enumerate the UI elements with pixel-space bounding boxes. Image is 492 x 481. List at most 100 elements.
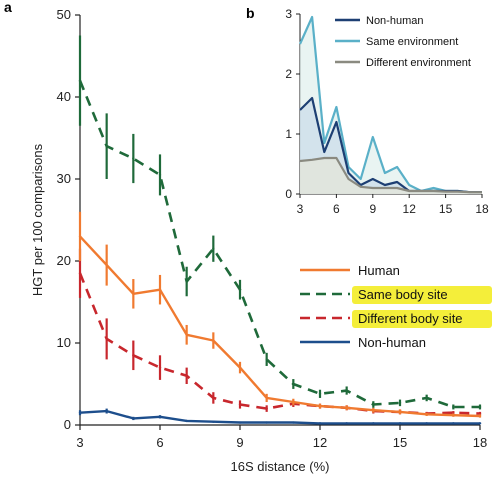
data-point xyxy=(158,415,162,418)
data-point xyxy=(318,392,322,396)
data-point xyxy=(318,404,322,408)
data-point xyxy=(398,422,402,425)
data-point xyxy=(78,272,82,275)
data-point xyxy=(398,401,402,405)
x-tick-label: 15 xyxy=(393,435,407,450)
data-point xyxy=(185,280,188,283)
data-point xyxy=(132,157,135,160)
data-point xyxy=(238,366,242,369)
data-point xyxy=(132,417,135,420)
data-point xyxy=(292,400,295,404)
b-x-tick-label: 15 xyxy=(439,202,453,216)
series-line-same-body-site xyxy=(78,80,480,409)
data-point xyxy=(478,412,482,415)
data-point xyxy=(425,422,428,425)
data-point xyxy=(238,421,242,424)
data-point xyxy=(292,382,295,386)
data-point xyxy=(292,421,295,424)
panel-a-label: a xyxy=(4,0,12,15)
legend-a: Human Same body site Different body site No… xyxy=(300,263,492,350)
x-tick-label: 6 xyxy=(156,435,163,450)
data-point xyxy=(212,396,215,400)
y-tick-label: 50 xyxy=(57,7,71,22)
data-point xyxy=(372,422,375,425)
x-tick-label: 3 xyxy=(76,435,83,450)
b-x-tick-label: 9 xyxy=(369,202,376,216)
b-legend-label-same-environment: Same environment xyxy=(366,36,458,48)
b-y-tick-label: 0 xyxy=(285,187,292,201)
series-human xyxy=(78,211,482,418)
data-point xyxy=(318,422,322,425)
x-axis-label: 16S distance (%) xyxy=(231,459,330,474)
legend-highlight xyxy=(352,286,492,304)
data-point xyxy=(452,405,455,409)
b-x-tick-label: 6 xyxy=(333,202,340,216)
legend-label-non-human: Non-human xyxy=(358,335,426,350)
y-tick-label: 30 xyxy=(57,171,71,186)
b-series-different-environment xyxy=(299,156,482,194)
series-non-human xyxy=(78,408,482,425)
x-tick-label: 18 xyxy=(473,435,487,450)
data-point xyxy=(425,396,428,400)
data-point xyxy=(185,419,188,423)
data-point xyxy=(478,422,482,425)
data-point xyxy=(265,407,268,410)
legend-label-different-body-site: Different body site xyxy=(358,311,463,326)
data-point xyxy=(265,421,268,424)
b-x-tick-label: 18 xyxy=(475,202,489,216)
x-tick-label: 12 xyxy=(313,435,327,450)
data-point xyxy=(452,413,455,417)
data-point xyxy=(105,145,108,148)
data-point xyxy=(452,422,455,425)
data-point xyxy=(105,337,108,341)
data-point xyxy=(238,288,242,291)
legend-b: Non-human Same environment Different envir… xyxy=(335,15,471,69)
b-x-tick-label: 3 xyxy=(297,202,304,216)
y-tick-label: 40 xyxy=(57,89,71,104)
data-point xyxy=(478,405,482,409)
data-point xyxy=(185,374,188,377)
y-tick-label: 0 xyxy=(64,417,71,432)
y-tick-label: 20 xyxy=(57,253,71,268)
data-point xyxy=(105,409,108,413)
data-point xyxy=(132,354,135,357)
data-point xyxy=(158,173,162,177)
data-point xyxy=(265,358,268,361)
data-point xyxy=(78,411,82,414)
b-area-different-environment xyxy=(300,158,482,194)
data-point xyxy=(345,389,348,392)
b-legend-label-different-environment: Different environment xyxy=(366,57,471,69)
data-point xyxy=(345,406,348,409)
data-point xyxy=(132,292,135,295)
b-area-non-human xyxy=(300,98,482,194)
b-y-tick-label: 2 xyxy=(285,67,292,81)
b-y-tick-label: 1 xyxy=(285,127,292,141)
data-point xyxy=(265,396,268,400)
data-point xyxy=(212,339,215,342)
data-point xyxy=(372,403,375,406)
data-point xyxy=(478,414,482,418)
y-axis-label: HGT per 100 comparisons xyxy=(30,143,45,296)
data-point xyxy=(212,420,215,423)
series-line-non-human xyxy=(79,409,480,425)
data-point xyxy=(345,422,348,425)
data-point xyxy=(105,263,108,267)
x-tick-label: 9 xyxy=(236,435,243,450)
b-legend-label-non-human: Non-human xyxy=(366,15,423,27)
data-point xyxy=(212,247,215,250)
y-tick-label: 10 xyxy=(57,335,71,350)
data-point xyxy=(158,288,162,291)
data-point xyxy=(425,413,428,416)
series-line-human xyxy=(79,235,481,418)
data-point xyxy=(372,409,375,412)
data-point xyxy=(185,333,188,336)
b-y-tick-label: 3 xyxy=(285,7,292,21)
series-different-body-site xyxy=(78,248,482,416)
data-point xyxy=(78,235,82,238)
series-same-body-site xyxy=(78,35,482,410)
data-point xyxy=(78,79,82,82)
panel-b-label: b xyxy=(246,5,255,21)
